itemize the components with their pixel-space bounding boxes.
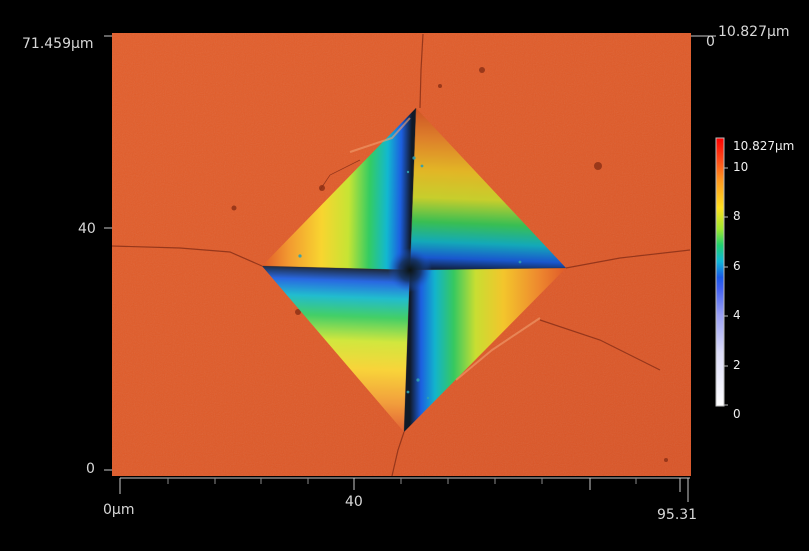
y-axis-top-label: 71.459µm — [22, 36, 94, 52]
x-axis-zero-label: 0µm — [103, 502, 135, 518]
y-axis-mid-label: 40 — [78, 221, 96, 237]
scale-max-label: 10.827µm — [733, 139, 795, 153]
indentation-pit — [261, 107, 567, 433]
scale-tick-6: 6 — [733, 259, 741, 273]
scale-tick-4: 4 — [733, 308, 741, 322]
scale-tick-0: 0 — [733, 407, 741, 421]
scale-tick-10: 10 — [733, 160, 749, 174]
color-scale-bar — [715, 137, 728, 407]
surface-map — [111, 33, 691, 477]
minor-ticks — [167, 478, 637, 484]
scale-tick-8: 8 — [733, 209, 741, 223]
scale-tick-2: 2 — [733, 358, 741, 372]
z-axis-top-label: 10.827µm — [718, 24, 790, 40]
x-axis-mid-label: 40 — [345, 494, 363, 510]
z-axis-zero-label: 0 — [706, 34, 715, 50]
surface-debris — [231, 67, 668, 462]
x-axis-max-label: 95.31 — [657, 507, 698, 523]
surface-cracks — [111, 33, 691, 477]
y-axis-zero-label: 0 — [86, 461, 95, 477]
